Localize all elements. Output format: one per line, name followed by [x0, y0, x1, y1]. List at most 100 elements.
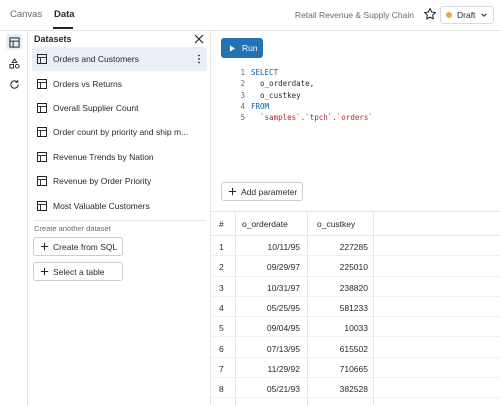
- table-row[interactable]: 6 07/13/95 615502: [211, 338, 500, 358]
- custkey-cell: 10033: [344, 323, 368, 334]
- code-line: 1 SELECT: [231, 67, 373, 78]
- datasets-panel: Datasets Orders and Customers Orders vs R…: [28, 31, 211, 405]
- table-row[interactable]: 5 09/04/95 10033: [211, 317, 500, 338]
- column-header-index: #: [219, 219, 224, 229]
- row-index: 7: [219, 363, 224, 374]
- results-table: # o_orderdate o_custkey 1 10/11/95 227285 2…: [211, 211, 500, 405]
- orderdate-cell: 11/29/92: [267, 363, 300, 374]
- dashboard-title[interactable]: Retail Revenue & Supply Chain: [294, 10, 414, 20]
- code-text: `samples`.`tpch`.`orders`: [251, 113, 373, 123]
- column-divider: [373, 212, 374, 405]
- row-index: 5: [219, 323, 224, 334]
- table-icon: [37, 176, 47, 187]
- code-text: SELECT: [251, 68, 279, 77]
- code-line: 4 FROM: [231, 101, 373, 112]
- row-index: 8: [219, 384, 224, 395]
- dataset-item[interactable]: Revenue Trends by Nation: [32, 145, 207, 169]
- column-divider: [235, 212, 236, 405]
- dataset-item-label: Orders vs Returns: [53, 78, 122, 89]
- code-line: 5 `samples`.`tpch`.`orders`: [231, 112, 373, 123]
- table-row[interactable]: 2 09/29/97 225010: [211, 256, 500, 277]
- column-header-custkey[interactable]: o_custkey: [317, 219, 356, 229]
- table-row[interactable]: 3 10/31/97 238820: [211, 277, 500, 297]
- create-from-sql-label: Create from SQL: [53, 241, 118, 252]
- table-icon: [37, 78, 47, 89]
- code-text: FROM: [251, 101, 270, 111]
- column-divider: [307, 212, 308, 405]
- dataset-item-label: Order count by priority and ship m...: [53, 127, 189, 138]
- table-row[interactable]: 4 05/25/95 581233: [211, 297, 500, 318]
- chevron-down-icon: [481, 13, 487, 17]
- shapes-panel-button[interactable]: [6, 55, 22, 71]
- orderdate-cell: 05/21/93: [266, 384, 300, 395]
- run-button[interactable]: Run: [221, 38, 263, 58]
- refresh-icon: [9, 79, 19, 89]
- row-index: 2: [219, 262, 224, 273]
- top-bar: Canvas Data Retail Revenue & Supply Chai…: [0, 0, 500, 31]
- orderdate-cell: 05/25/95: [266, 302, 300, 313]
- create-dataset-label: Create another dataset: [34, 224, 111, 233]
- kebab-menu-icon[interactable]: [197, 54, 201, 64]
- table-icon: [37, 127, 47, 138]
- results-table-header: # o_orderdate o_custkey: [211, 212, 500, 236]
- table-icon: [37, 200, 47, 211]
- custkey-cell: 227285: [339, 242, 368, 252]
- draft-status-dot: [446, 12, 452, 18]
- dataset-item[interactable]: Orders and Customers: [32, 47, 207, 72]
- orderdate-cell: 10/11/95: [267, 242, 300, 252]
- row-index: 6: [219, 343, 224, 354]
- code-text: o_custkey: [251, 90, 301, 100]
- custkey-cell: 225010: [339, 262, 368, 273]
- line-number: 3: [240, 90, 245, 100]
- dataset-item[interactable]: Orders vs Returns: [32, 71, 207, 95]
- add-parameter-label: Add parameter: [241, 186, 298, 197]
- datasets-panel-button[interactable]: [6, 34, 22, 50]
- shapes-icon: [8, 57, 20, 69]
- table-row[interactable]: 8 05/21/93 382528: [211, 378, 500, 399]
- add-parameter-button[interactable]: Add parameter: [221, 182, 303, 201]
- code-text: o_orderdate,: [251, 79, 315, 89]
- column-header-orderdate[interactable]: o_orderdate: [242, 219, 288, 229]
- dataset-item-label: Most Valuable Customers: [53, 200, 150, 211]
- close-icon[interactable]: [194, 34, 204, 44]
- plus-icon: [40, 267, 49, 276]
- tab-data[interactable]: Data: [54, 9, 75, 20]
- table-row[interactable]: 903/06/98122618: [211, 398, 500, 405]
- dataset-item-label: Overall Supplier Count: [53, 102, 139, 113]
- code-line: 2 o_orderdate,: [231, 78, 373, 89]
- left-icon-rail: [0, 31, 28, 405]
- plus-icon: [228, 187, 237, 196]
- datasets-panel-title: Datasets: [34, 34, 72, 44]
- draft-status-dropdown[interactable]: Draft: [440, 6, 494, 24]
- dataset-item[interactable]: Order count by priority and ship m...: [32, 120, 207, 144]
- create-from-sql-button[interactable]: Create from SQL: [33, 237, 123, 256]
- select-table-label: Select a table: [53, 266, 105, 277]
- row-index: 3: [219, 282, 224, 293]
- table-icon: [37, 54, 47, 65]
- run-label: Run: [242, 43, 258, 53]
- panel-divider: [34, 220, 206, 221]
- table-icon: [37, 151, 47, 162]
- refresh-panel-button[interactable]: [6, 76, 22, 92]
- line-number: 1: [240, 68, 245, 77]
- line-number: 2: [240, 79, 245, 89]
- sql-editor[interactable]: 1 SELECT 2 o_orderdate, 3 o_custkey 4 FROM 5 `…: [231, 67, 373, 123]
- table-row[interactable]: 7 11/29/92 710665: [211, 358, 500, 379]
- star-icon[interactable]: [423, 7, 437, 21]
- custkey-cell: 615502: [339, 343, 368, 354]
- dataset-item-label: Revenue by Order Priority: [53, 176, 152, 187]
- dataset-item[interactable]: Revenue by Order Priority: [32, 169, 207, 193]
- orderdate-cell: 10/31/97: [266, 282, 300, 293]
- plus-icon: [40, 242, 49, 251]
- custkey-cell: 382528: [339, 384, 368, 395]
- dataset-item[interactable]: Most Valuable Customers: [32, 193, 207, 217]
- table-icon: [37, 102, 47, 113]
- table-row[interactable]: 1 10/11/95 227285: [211, 236, 500, 257]
- custkey-cell: 710665: [339, 363, 368, 374]
- line-number: 5: [240, 113, 245, 123]
- dataset-item[interactable]: Overall Supplier Count: [32, 96, 207, 120]
- tab-canvas[interactable]: Canvas: [10, 9, 43, 20]
- datasets-list: Orders and Customers Orders vs Returns Ove…: [32, 47, 207, 218]
- select-table-button[interactable]: Select a table: [33, 262, 123, 281]
- dataset-item-label: Revenue Trends by Nation: [53, 151, 154, 162]
